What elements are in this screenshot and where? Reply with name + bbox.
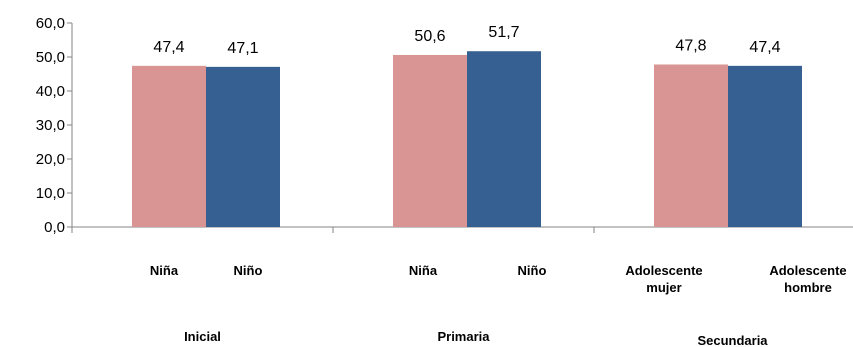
group-label: Secundaria (697, 333, 768, 347)
bar-category-label: Adolescente hombre (769, 263, 846, 295)
data-label: 50,6 (414, 28, 445, 45)
y-tick-label: 0,0 (44, 219, 65, 236)
group-label: Primaria (437, 329, 490, 344)
bar-category-label: Niña (409, 263, 438, 278)
y-tick-label: 20,0 (36, 151, 65, 168)
data-label: 47,1 (227, 40, 258, 57)
bar-category-label-line: hombre (784, 280, 832, 295)
bar (654, 64, 728, 227)
bar-category-label: Niña (150, 263, 179, 278)
bar (393, 54, 467, 228)
data-label: 47,4 (749, 39, 780, 56)
data-label: 47,4 (153, 39, 184, 56)
group-label: Inicial (184, 329, 221, 344)
bar-category-label: Niño (518, 263, 547, 278)
data-label: 47,8 (675, 37, 706, 54)
bar-category-label: Adolescente mujer (625, 263, 702, 295)
y-tick-label: 30,0 (36, 117, 65, 134)
bar (206, 66, 280, 227)
bar (467, 51, 541, 227)
bar-category-label-line: Niña (150, 263, 179, 278)
y-tick-label: 10,0 (36, 185, 65, 202)
y-tick-label: 40,0 (36, 83, 65, 100)
y-tick-label: 50,0 (36, 49, 65, 66)
data-label: 51,7 (488, 24, 519, 41)
bar-category-label-line: Niño (234, 263, 263, 278)
bar-category-label-line: Niña (409, 263, 438, 278)
bar-category-label-line: Adolescente (769, 263, 846, 278)
y-tick-label: 60,0 (36, 15, 65, 32)
bar (728, 65, 802, 227)
bar-category-label: Niño (234, 263, 263, 278)
bar-category-label-line: Adolescente (625, 263, 702, 278)
bar (132, 65, 206, 227)
bar-category-label-line: Niño (518, 263, 547, 278)
bar-category-label-line: mujer (646, 280, 681, 295)
